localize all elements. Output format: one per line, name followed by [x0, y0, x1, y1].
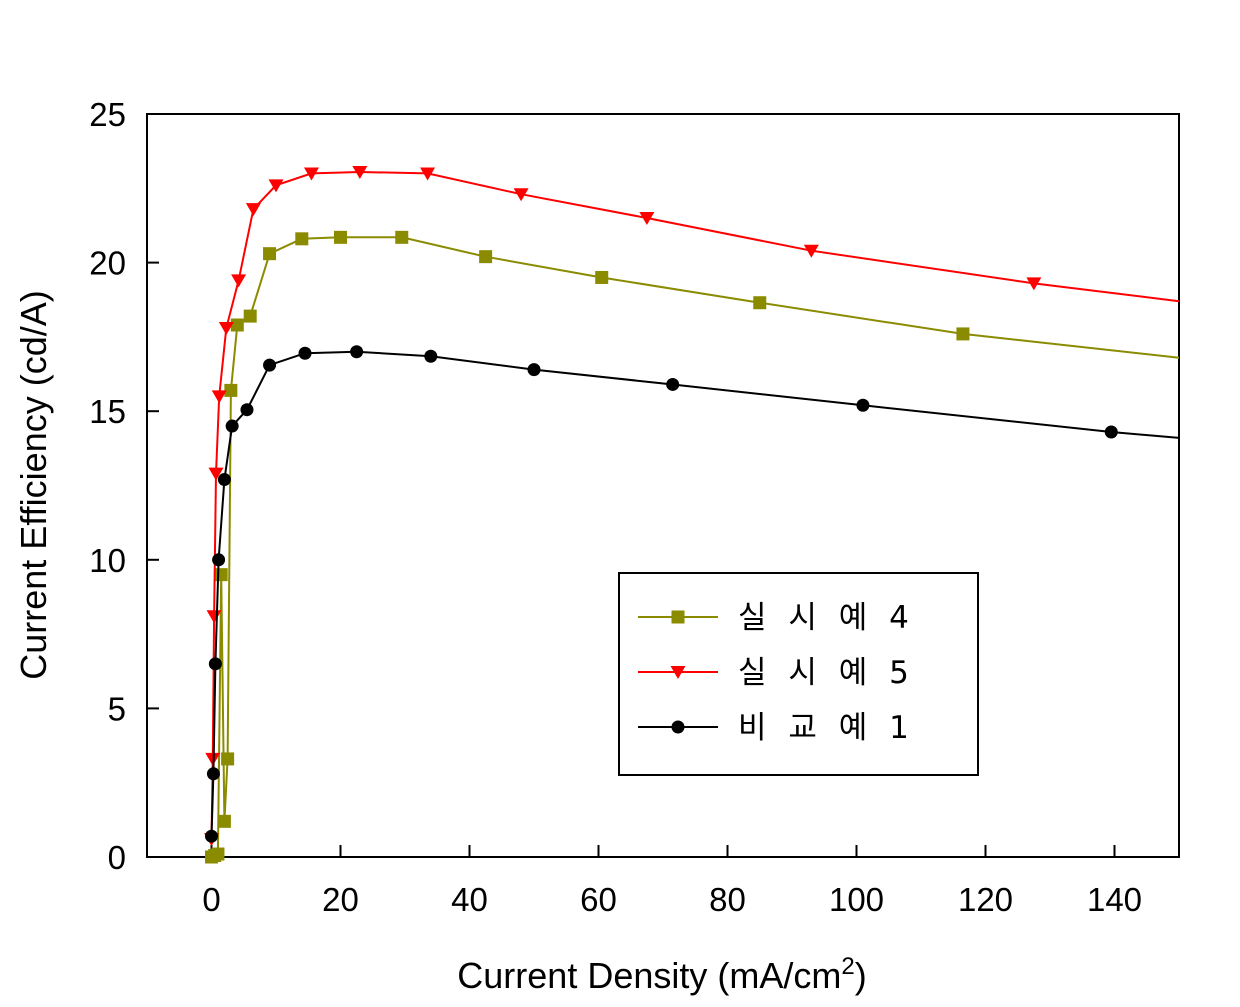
- data-point: [479, 250, 493, 264]
- y-tick-label: 25: [89, 96, 126, 133]
- data-point: [263, 358, 277, 372]
- data-point: [803, 244, 819, 258]
- data-point: [639, 212, 655, 226]
- data-point: [263, 247, 277, 261]
- data-point: [513, 188, 529, 202]
- data-point: [350, 345, 364, 359]
- legend-swatch-marker: [671, 720, 685, 734]
- legend-swatch-marker: [670, 666, 686, 679]
- data-point: [1104, 425, 1118, 439]
- legend: 실 시 예 4 실 시 예 5 비 교 예 1: [618, 572, 979, 776]
- data-point: [225, 419, 239, 433]
- data-point: [956, 327, 970, 341]
- data-point: [240, 403, 254, 417]
- data-point: [205, 829, 218, 843]
- legend-label: 비 교 예 1: [738, 710, 915, 746]
- data-point: [224, 383, 238, 397]
- series-line: [210, 350, 1180, 837]
- data-point: [212, 553, 226, 567]
- data-point: [211, 390, 227, 404]
- y-axis-title: Current Efficiency (cd/A): [13, 290, 54, 679]
- data-point: [334, 230, 347, 244]
- data-point: [666, 377, 680, 391]
- y-tick-label: 15: [89, 393, 126, 430]
- y-tick-label: 0: [108, 839, 126, 876]
- data-point: [1026, 277, 1042, 291]
- data-point: [298, 346, 312, 360]
- legend-items: 실 시 예 4 실 시 예 5 비 교 예 1: [638, 600, 915, 746]
- data-point: [231, 274, 247, 288]
- x-tick-label: 100: [829, 881, 884, 918]
- legend-item: 실 시 예 5: [638, 655, 915, 691]
- legend-item: 비 교 예 1: [638, 710, 915, 746]
- series-1: [205, 230, 1180, 864]
- data-point: [303, 167, 319, 181]
- series-3: [205, 345, 1180, 843]
- x-axis-title: Current Density (mA/cm2): [457, 953, 866, 996]
- data-point: [245, 203, 261, 217]
- data-point: [753, 296, 767, 310]
- legend-item: 실 시 예 4: [638, 600, 915, 636]
- x-tick-label: 0: [202, 881, 220, 918]
- x-tick-label: 80: [709, 881, 746, 918]
- y-tick-label: 10: [89, 542, 126, 579]
- y-tick-label: 20: [89, 245, 126, 282]
- data-point: [218, 321, 234, 335]
- data-point: [214, 568, 228, 582]
- data-point: [221, 752, 235, 766]
- data-point: [206, 767, 220, 781]
- x-axis-ticks: 0 20 40 60 80 100 120 140: [202, 845, 1142, 918]
- data-point: [420, 167, 436, 181]
- data-point: [211, 847, 225, 861]
- data-point: [217, 473, 231, 487]
- series-layer: [204, 165, 1180, 864]
- x-tick-label: 60: [580, 881, 617, 918]
- data-point: [208, 657, 222, 671]
- x-tick-label: 140: [1087, 881, 1142, 918]
- data-point: [268, 179, 284, 193]
- x-tick-label: 40: [451, 881, 488, 918]
- data-point: [424, 349, 438, 363]
- data-point: [295, 232, 309, 246]
- data-point: [217, 814, 231, 828]
- data-point: [208, 467, 224, 481]
- data-point: [243, 309, 257, 323]
- legend-label: 실 시 예 5: [738, 655, 915, 691]
- x-tick-label: 120: [958, 881, 1013, 918]
- y-axis-ticks: 0 5 10 15 20 25: [89, 96, 159, 876]
- series-line: [211, 236, 1180, 858]
- legend-swatch-marker: [671, 610, 685, 624]
- data-point: [352, 165, 368, 179]
- y-tick-label: 5: [108, 690, 126, 727]
- data-point: [527, 363, 541, 377]
- data-point: [395, 230, 409, 244]
- legend-label: 실 시 예 4: [738, 600, 915, 636]
- data-point: [230, 318, 244, 332]
- data-point: [856, 398, 870, 412]
- data-point: [595, 270, 609, 284]
- x-tick-label: 20: [322, 881, 359, 918]
